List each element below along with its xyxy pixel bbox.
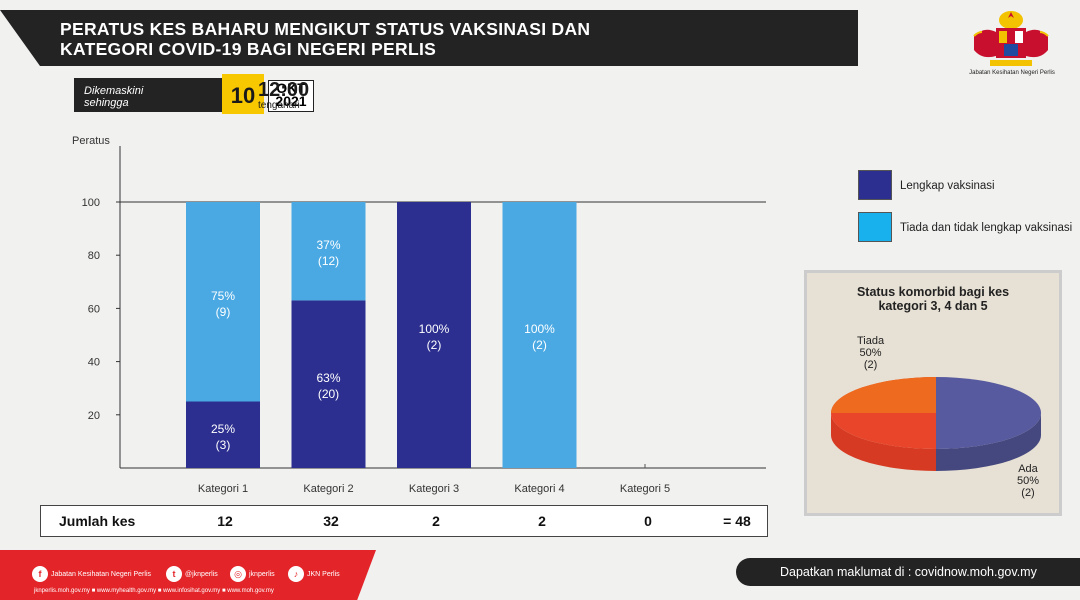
data-label-percent-lengkap-kategori-2: 63% bbox=[316, 371, 340, 385]
comorbid-pie-panel: Status komorbid bagi kes kategori 3, 4 d… bbox=[804, 270, 1062, 516]
data-label-percent-lengkap-kategori-1: 25% bbox=[211, 422, 235, 436]
page-title-line1: PERATUS KES BAHARU MENGIKUT STATUS VAKSI… bbox=[60, 19, 591, 39]
total-kategori-3: 2 bbox=[432, 513, 440, 529]
y-tick-label-100: 100 bbox=[82, 197, 100, 209]
update-day-value: 10 bbox=[230, 83, 256, 108]
pie-title-line2: kategori 3, 4 dan 5 bbox=[878, 299, 988, 313]
tiktok-icon: ♪ bbox=[288, 566, 304, 582]
legend-item-tiada: Tiada dan tidak lengkap vaksinasi bbox=[858, 212, 1080, 242]
data-label-count-lengkap-kategori-3: (2) bbox=[427, 338, 442, 352]
y-tick-label-60: 60 bbox=[88, 303, 100, 315]
title-banner bbox=[0, 10, 858, 66]
instagram-icon: ◎ bbox=[230, 566, 246, 582]
pie-label-tiada-percent: 50% bbox=[859, 347, 882, 359]
data-label-percent-tiada-kategori-2: 37% bbox=[316, 238, 340, 252]
pie-slice-ada-side bbox=[936, 413, 1041, 471]
bar-tiada-kategori-2 bbox=[291, 202, 366, 301]
grand-total: = 48 bbox=[723, 513, 751, 529]
social-instagram-label: jknperlis bbox=[249, 570, 275, 578]
facebook-icon: f bbox=[32, 566, 48, 582]
data-label-count-lengkap-kategori-2: (20) bbox=[318, 387, 339, 401]
y-tick-label-20: 20 bbox=[88, 410, 100, 422]
total-kategori-4: 2 bbox=[538, 513, 546, 529]
pie-label-tiada: Tiada 50% (2) bbox=[857, 335, 884, 371]
stacked-bar-chart: Peratus 20 40 60 80 100 25% (3) 75% (9) Kategori 1… bbox=[72, 135, 766, 495]
pie-label-ada-name: Ada bbox=[1018, 463, 1038, 475]
pie-slice-ada bbox=[936, 377, 1041, 449]
update-label: Dikemaskini sehingga bbox=[74, 78, 224, 112]
update-time-value: 12:00 bbox=[258, 79, 310, 101]
x-tick-label-kategori-2: Kategori 2 bbox=[303, 483, 353, 495]
update-time-label: tengahari bbox=[258, 100, 300, 111]
legend-swatch-tiada bbox=[858, 212, 892, 242]
pie-title-line1: Status komorbid bagi kes bbox=[856, 285, 1010, 299]
footer-links[interactable]: jknperlis.moh.gov.my ■ www.myhealth.gov.… bbox=[34, 588, 274, 594]
x-tick-label-kategori-3: Kategori 3 bbox=[409, 483, 459, 495]
social-twitter-label: @jknperlis bbox=[185, 570, 218, 578]
data-label-percent-tiada-kategori-1: 75% bbox=[211, 289, 235, 303]
social-tiktok[interactable]: ♪ JKN Perlis bbox=[288, 566, 340, 582]
total-cases-row: Jumlah kes 12 32 2 2 0 = 48 bbox=[40, 505, 768, 537]
social-tiktok-label: JKN Perlis bbox=[307, 570, 340, 578]
data-label-percent-lengkap-kategori-3: 100% bbox=[419, 322, 450, 336]
update-day: 10 bbox=[222, 74, 264, 114]
social-facebook-label: Jabatan Kesihatan Negeri Perlis bbox=[51, 570, 152, 578]
logo-caption: Jabatan Kesihatan Negeri Perlis bbox=[969, 70, 1055, 76]
y-axis-label: Peratus bbox=[72, 135, 110, 147]
data-label-count-tiada-kategori-4: (2) bbox=[532, 338, 547, 352]
social-facebook[interactable]: f Jabatan Kesihatan Negeri Perlis bbox=[32, 566, 151, 582]
bar-tiada-kategori-4 bbox=[502, 202, 577, 468]
x-tick-label-kategori-5: Kategori 5 bbox=[620, 483, 670, 495]
update-date-box: Dikemaskini sehingga 10 OKT 2021 bbox=[70, 72, 314, 118]
x-tick-label-kategori-1: Kategori 1 bbox=[198, 483, 248, 495]
data-label-count-tiada-kategori-2: (12) bbox=[318, 254, 339, 268]
x-tick-label-kategori-4: Kategori 4 bbox=[514, 483, 564, 495]
total-kategori-5: 0 bbox=[644, 513, 652, 529]
total-kategori-1: 12 bbox=[217, 513, 233, 529]
page-title-line2: KATEGORI COVID-19 BAGI NEGERI PERLIS bbox=[60, 39, 437, 59]
update-month-year: OKT 2021 bbox=[268, 80, 314, 112]
pie-slice-tiada-top bbox=[831, 377, 936, 413]
total-cases-label: Jumlah kes bbox=[59, 513, 136, 529]
social-instagram[interactable]: ◎ jknperlis bbox=[230, 566, 275, 582]
pie-label-tiada-count: (2) bbox=[863, 359, 878, 371]
bar-lengkap-kategori-2 bbox=[291, 300, 366, 468]
y-tick-label-80: 80 bbox=[88, 250, 100, 262]
data-label-count-lengkap-kategori-1: (3) bbox=[216, 438, 231, 452]
total-kategori-2: 32 bbox=[323, 513, 339, 529]
footer-info-link[interactable]: Dapatkan maklumat di : covidnow.moh.gov.… bbox=[736, 558, 1080, 586]
twitter-icon: t bbox=[166, 566, 182, 582]
bar-tiada-kategori-1 bbox=[186, 202, 260, 402]
footer-social-bar bbox=[0, 550, 376, 600]
pie-slice-tiada-side bbox=[831, 413, 936, 471]
pie-label-ada: Ada 50% (2) bbox=[1017, 463, 1039, 499]
data-label-percent-tiada-kategori-4: 100% bbox=[524, 322, 555, 336]
legend-label-lengkap: Lengkap vaksinasi bbox=[900, 180, 995, 192]
update-time: 12:00 tengahari bbox=[258, 80, 309, 111]
legend-item-lengkap: Lengkap vaksinasi bbox=[858, 170, 1080, 200]
data-label-count-tiada-kategori-1: (9) bbox=[216, 305, 231, 319]
update-month: OKT bbox=[276, 80, 306, 96]
legend-label-tiada: Tiada dan tidak lengkap vaksinasi bbox=[900, 222, 1073, 234]
update-label-line1: Dikemaskini bbox=[84, 85, 144, 97]
bar-lengkap-kategori-3 bbox=[397, 202, 471, 468]
pie-label-ada-percent: 50% bbox=[1017, 475, 1040, 487]
bar-lengkap-kategori-1 bbox=[186, 401, 260, 468]
pie-title: Status komorbid bagi kes kategori 3, 4 d… bbox=[807, 285, 1059, 313]
pie-label-ada-count: (2) bbox=[1021, 487, 1035, 499]
y-tick-label-40: 40 bbox=[88, 357, 100, 369]
coat-of-arms-logo bbox=[973, 11, 1049, 66]
social-twitter[interactable]: t @jknperlis bbox=[166, 566, 218, 582]
pie-label-tiada-name: Tiada bbox=[857, 335, 885, 347]
chart-legend: Lengkap vaksinasi Tiada dan tidak lengka… bbox=[858, 170, 1080, 254]
update-year: 2021 bbox=[275, 93, 307, 109]
update-label-line2: sehingga bbox=[84, 97, 129, 109]
page-title: PERATUS KES BAHARU MENGIKUT STATUS VAKSI… bbox=[60, 19, 590, 59]
legend-swatch-lengkap bbox=[858, 170, 892, 200]
pie-chart bbox=[831, 377, 1041, 471]
